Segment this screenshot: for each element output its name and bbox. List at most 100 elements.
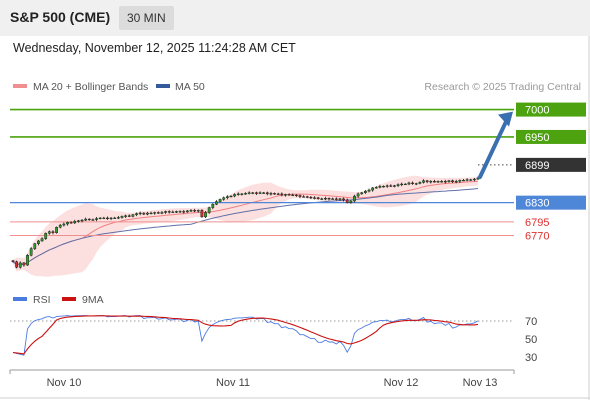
level-tag-label-6950: 6950: [525, 132, 549, 144]
chart-header: S&P 500 (CME) 30 MIN: [0, 0, 590, 36]
legend-swatch-rsi: [13, 297, 27, 301]
candle-body: [462, 180, 465, 182]
candle: [324, 196, 327, 201]
candle-body: [349, 200, 353, 203]
candle: [247, 191, 251, 195]
candle-body: [324, 198, 327, 200]
candle: [222, 196, 226, 201]
candle: [167, 210, 171, 214]
candle-body: [244, 193, 247, 195]
candle-body: [160, 212, 164, 214]
candle-body: [265, 192, 269, 195]
instrument-title: S&P 500 (CME): [10, 9, 111, 25]
candle-body: [182, 211, 186, 213]
candle-body: [236, 193, 240, 195]
candle-body: [338, 198, 342, 200]
candle-body: [66, 222, 69, 225]
candle: [47, 230, 51, 235]
candle-body: [146, 212, 149, 215]
candle: [77, 219, 80, 223]
candle: [51, 230, 55, 235]
candle: [451, 179, 454, 183]
candle: [269, 191, 273, 196]
candle-body: [433, 181, 436, 183]
rsi-ma-line: [12, 315, 479, 355]
candle-body: [116, 217, 120, 219]
candle-body: [353, 195, 356, 202]
candle-body: [40, 238, 44, 242]
candle-body: [55, 227, 58, 233]
candle-body: [149, 212, 153, 215]
candle-body: [171, 211, 175, 213]
candle-body: [454, 181, 458, 183]
candle-body: [33, 243, 37, 249]
candle-body: [284, 194, 287, 196]
candle: [458, 179, 462, 183]
candle: [127, 214, 131, 218]
candle-body: [193, 210, 197, 212]
price-tag-current: [516, 157, 586, 172]
candle-body: [29, 248, 33, 256]
candle-body: [69, 222, 73, 224]
candle-body: [204, 212, 207, 218]
legend-swatch-ma20: [13, 84, 27, 88]
candle: [164, 210, 167, 214]
candle-body: [469, 179, 473, 181]
candle: [258, 191, 262, 195]
candle-body: [443, 181, 447, 183]
candle-body: [302, 196, 306, 198]
candle: [102, 216, 106, 220]
candle: [91, 218, 95, 221]
candle: [356, 192, 360, 198]
candle-body: [440, 181, 444, 183]
legend-swatch-rsi-ma: [62, 297, 76, 301]
candle-body: [218, 199, 222, 202]
level-tag-7000: [516, 102, 586, 117]
candle: [345, 198, 349, 204]
candle: [433, 179, 436, 183]
candle-body: [102, 217, 106, 219]
candle: [393, 184, 396, 188]
candle-body: [371, 187, 375, 191]
candle: [33, 242, 37, 251]
candle: [18, 261, 22, 269]
candle-body: [382, 186, 385, 188]
candle-body: [342, 198, 345, 201]
candle: [294, 194, 298, 197]
level-label-6770: 6770: [525, 231, 549, 243]
candle-body: [124, 215, 127, 217]
candle: [313, 196, 316, 200]
candle: [98, 217, 102, 220]
candle: [55, 226, 58, 234]
timeframe-badge[interactable]: 30 MIN: [119, 6, 174, 30]
candle: [462, 179, 465, 182]
candle-body: [400, 183, 404, 186]
candle-body: [313, 197, 316, 199]
candle-body: [51, 231, 55, 233]
candle: [284, 193, 287, 197]
candle: [135, 212, 138, 217]
candle: [385, 184, 389, 188]
candle-body: [196, 210, 200, 212]
candle-body: [167, 211, 171, 213]
candle-body: [298, 195, 302, 197]
candle-body: [106, 217, 109, 219]
x-tick-label: Nov 13: [463, 377, 498, 389]
candle-body: [11, 260, 15, 262]
candle: [320, 197, 324, 200]
copyright-notice: Research © 2025 Trading Central: [424, 81, 581, 93]
candle-body: [113, 217, 117, 219]
candle-body: [15, 261, 19, 268]
candle: [73, 219, 77, 225]
candle-body: [327, 198, 331, 200]
candle: [251, 191, 255, 195]
candle: [367, 188, 371, 193]
candle-body: [84, 218, 88, 221]
candle: [403, 183, 407, 186]
candle: [44, 232, 48, 240]
candle: [407, 181, 411, 186]
candle-body: [22, 262, 26, 266]
candle-body: [458, 180, 462, 182]
candle-body: [58, 224, 62, 228]
